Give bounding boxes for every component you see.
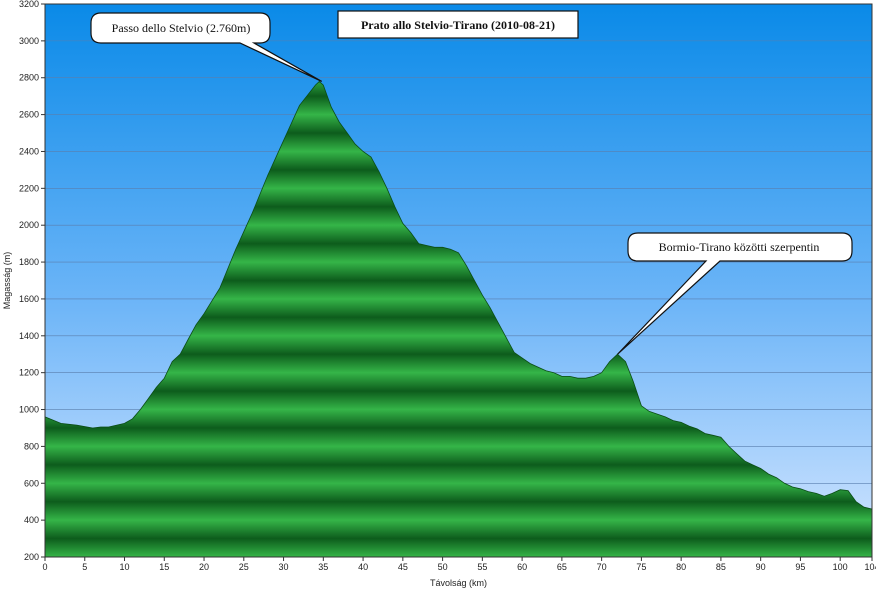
x-tick-label: 50 <box>438 562 448 572</box>
y-tick-label: 1400 <box>19 331 39 341</box>
y-axis-label: Magasság (m) <box>2 252 12 310</box>
chart-title-box: Prato allo Stelvio-Tirano (2010-08-21) <box>337 10 579 39</box>
y-tick-label: 1200 <box>19 368 39 378</box>
x-tick-label: 0 <box>42 562 47 572</box>
x-tick-label: 40 <box>358 562 368 572</box>
y-tick-label: 2000 <box>19 220 39 230</box>
callout-peak: Passo dello Stelvio (2.760m) <box>90 12 323 82</box>
x-tick-label: 15 <box>159 562 169 572</box>
y-tick-label: 200 <box>24 552 39 562</box>
x-tick-label: 75 <box>636 562 646 572</box>
x-tick-label: 80 <box>676 562 686 572</box>
x-tick-label: 5 <box>82 562 87 572</box>
x-tick-label: 20 <box>199 562 209 572</box>
chart-title: Prato allo Stelvio-Tirano (2010-08-21) <box>361 18 555 32</box>
x-tick-label: 55 <box>477 562 487 572</box>
x-tick-label: 65 <box>557 562 567 572</box>
y-tick-label: 1600 <box>19 294 39 304</box>
y-tick-label: 400 <box>24 515 39 525</box>
x-tick-label: 95 <box>795 562 805 572</box>
y-tick-label: 2400 <box>19 146 39 156</box>
x-tick-label: 104 <box>864 562 876 572</box>
y-axis-ticks: 200 400 600 800 1000 1200 1400 1600 1800 2000 2200… <box>19 0 45 562</box>
callout-peak-text: Passo dello Stelvio (2.760m) <box>112 21 251 35</box>
x-axis-label: Távolság (km) <box>430 578 487 588</box>
y-tick-label: 1000 <box>19 405 39 415</box>
y-tick-label: 2600 <box>19 110 39 120</box>
y-tick-label: 600 <box>24 478 39 488</box>
y-tick-label: 3200 <box>19 0 39 9</box>
x-tick-label: 90 <box>756 562 766 572</box>
y-tick-label: 1800 <box>19 257 39 267</box>
x-tick-label: 60 <box>517 562 527 572</box>
y-tick-label: 2800 <box>19 73 39 83</box>
x-tick-label: 35 <box>318 562 328 572</box>
y-tick-label: 2200 <box>19 183 39 193</box>
y-tick-label: 800 <box>24 441 39 451</box>
x-tick-label: 45 <box>398 562 408 572</box>
elevation-area <box>44 80 873 558</box>
x-tick-label: 30 <box>279 562 289 572</box>
frame-border <box>44 3 873 558</box>
plot-frame <box>44 3 873 558</box>
x-tick-label: 100 <box>833 562 848 572</box>
callout-serpentine: Bormio-Tirano közötti szerpentin <box>617 232 853 355</box>
x-tick-label: 85 <box>716 562 726 572</box>
x-tick-label: 70 <box>597 562 607 572</box>
callout-serpentine-text: Bormio-Tirano közötti szerpentin <box>659 240 820 254</box>
y-tick-label: 3000 <box>19 36 39 46</box>
x-tick-label: 25 <box>239 562 249 572</box>
x-tick-label: 10 <box>120 562 130 572</box>
x-axis-ticks: 0 5 10 15 20 25 30 35 40 45 50 55 60 65 70 75 80 85 90 95 10… <box>42 557 876 572</box>
